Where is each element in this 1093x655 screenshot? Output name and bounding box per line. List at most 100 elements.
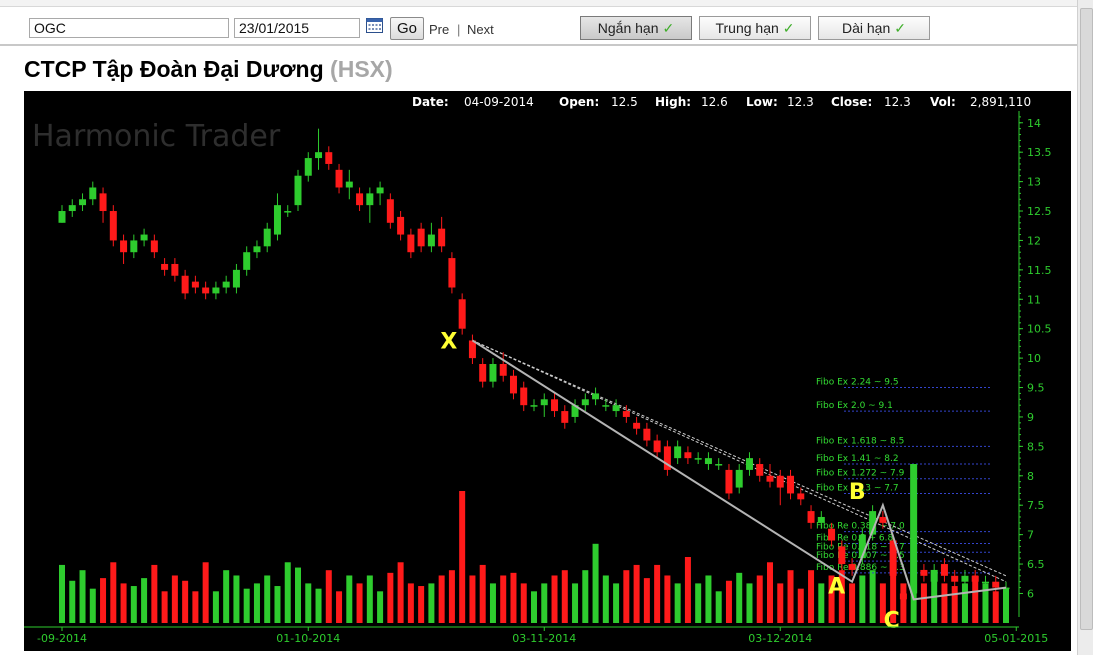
candle-body — [828, 528, 836, 541]
volume-bar — [736, 572, 743, 623]
pattern-point-label: C — [884, 608, 900, 633]
y-tick-label: 12.5 — [1027, 205, 1052, 218]
candle-body — [140, 234, 148, 241]
volume-bar — [520, 583, 527, 623]
volume-bar — [489, 583, 496, 623]
candle-body — [540, 399, 548, 406]
volume-bar — [264, 575, 271, 623]
volume-bar — [182, 580, 189, 623]
candle-body — [212, 287, 220, 294]
check-icon: ✓ — [782, 20, 795, 36]
volume-bar — [777, 583, 784, 623]
y-tick-label: 11 — [1027, 293, 1041, 306]
volume-bar — [100, 578, 107, 623]
volume-bar — [79, 570, 86, 623]
volume-bar — [746, 583, 753, 623]
y-tick-label: 6.5 — [1027, 558, 1045, 571]
volume-bar — [346, 575, 353, 623]
channel-line — [472, 340, 1007, 583]
tab-long-term[interactable]: Dài hạn ✓ — [818, 16, 930, 40]
volume-bar — [838, 570, 845, 623]
candle-body — [663, 446, 671, 470]
volume-bar — [295, 567, 301, 623]
volume-bar — [315, 588, 322, 623]
candle-body — [243, 252, 251, 270]
fibo-label: Fibo Ex 2.0 ~ 9.1 — [816, 401, 893, 411]
candle-body — [530, 405, 538, 407]
go-button[interactable]: Go — [390, 17, 424, 40]
volume-bar — [161, 591, 168, 623]
volume-bar — [951, 586, 958, 623]
x-tick-label: 03-12-2014 — [748, 632, 812, 645]
info-field: High: — [655, 95, 691, 109]
candle-body — [130, 240, 138, 253]
y-tick-label: 9.5 — [1027, 382, 1045, 395]
volume-bar — [305, 583, 312, 623]
volume-bar — [407, 583, 414, 623]
company-name: CTCP Tập Đoàn Đại Dương — [24, 56, 324, 82]
candlestick-chart[interactable]: Harmonic Trader Date: 04-09-2014 Open: 12.5 H… — [24, 91, 1071, 651]
date-input[interactable] — [234, 18, 360, 38]
chart-container: Harmonic Trader Date: 04-09-2014 Open: 12.5 H… — [24, 91, 1071, 651]
volume-bar — [418, 586, 425, 623]
volume-bar — [212, 591, 219, 623]
candle-body — [961, 575, 969, 582]
calendar-icon[interactable] — [366, 17, 383, 33]
candle-body — [448, 258, 456, 288]
next-link[interactable]: Next — [467, 22, 494, 37]
candle-body — [807, 511, 815, 523]
candle-body — [181, 275, 189, 294]
volume-bar — [654, 564, 661, 623]
volume-bar — [890, 564, 897, 623]
top-strip — [0, 0, 1093, 7]
candle-body — [99, 193, 107, 212]
info-field: Vol: — [930, 95, 956, 109]
volume-bar — [531, 591, 537, 623]
fibo-label: Fibo Re 0.886 ~ 6.3 — [816, 563, 905, 573]
volume-bar — [643, 578, 650, 623]
tab-medium-term[interactable]: Trung hạn ✓ — [699, 16, 811, 40]
volume-bar — [120, 583, 127, 623]
candle-body — [622, 411, 630, 417]
candle-body — [489, 364, 497, 382]
volume-bar — [972, 575, 979, 623]
fibo-label: Fibo Ex 1.272 ~ 7.9 — [816, 469, 905, 479]
tab-short-term[interactable]: Ngắn hạn ✓ — [580, 16, 692, 40]
y-tick-label: 11.5 — [1027, 264, 1052, 277]
volume-bar — [110, 562, 117, 623]
volume-bar — [674, 583, 681, 623]
volume-bar — [130, 586, 137, 623]
candle-body — [202, 287, 210, 294]
volume-bar — [233, 575, 240, 623]
y-tick-label: 13 — [1027, 176, 1041, 189]
candle-body — [756, 464, 764, 476]
volume-bar — [336, 591, 343, 623]
volume-bar — [787, 570, 794, 623]
volume-bar — [551, 575, 558, 623]
volume-bar — [500, 575, 507, 623]
volume-bar — [992, 591, 999, 623]
candle-body — [797, 493, 805, 500]
candle-body — [427, 234, 435, 247]
y-tick-label: 10 — [1027, 352, 1041, 365]
candle-body — [920, 569, 928, 576]
symbol-input[interactable] — [29, 18, 229, 38]
vertical-scrollbar[interactable] — [1077, 0, 1093, 655]
volume-bar — [356, 583, 363, 623]
prev-link[interactable]: Pre — [429, 22, 450, 37]
candle-body — [366, 193, 374, 206]
candle-body — [930, 569, 938, 582]
volume-bar — [459, 491, 466, 623]
watermark: Harmonic Trader — [32, 119, 281, 154]
y-tick-label: 7.5 — [1027, 499, 1045, 512]
scrollbar-thumb[interactable] — [1080, 8, 1093, 630]
volume-bar — [931, 575, 938, 623]
volume-bar — [828, 575, 835, 623]
info-field: 04-09-2014 — [464, 95, 534, 109]
candle-body — [838, 546, 846, 565]
volume-bar — [561, 570, 568, 623]
candle-body — [171, 263, 179, 276]
candle-body — [253, 246, 261, 253]
candle-body — [551, 399, 559, 412]
candle-body — [397, 216, 405, 235]
